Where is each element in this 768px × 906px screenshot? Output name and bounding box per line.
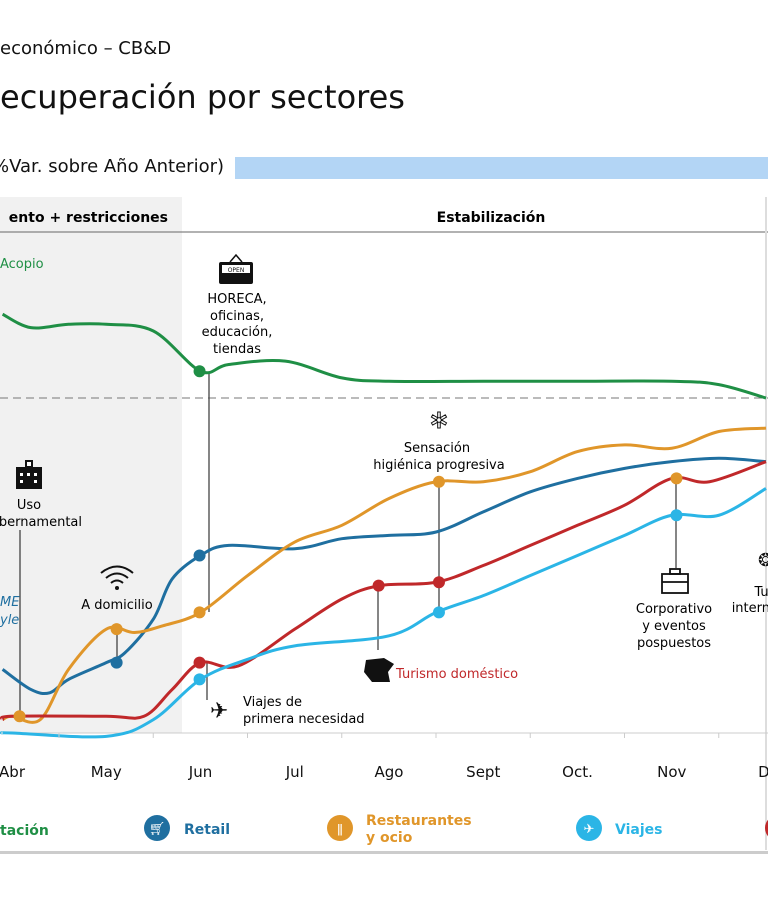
- legend-bottom-shadow: [0, 851, 768, 854]
- cart-icon: [144, 815, 170, 841]
- legend-turismo-icon: [765, 819, 768, 837]
- x-tick-label: Jun: [188, 763, 212, 781]
- x-tick-label: Oct.: [562, 763, 593, 781]
- series-line-viajes: [0, 487, 767, 739]
- legend-item-retail: 🛒︎ Retail: [144, 815, 230, 841]
- annotation-horeca-4: tiendas: [213, 342, 261, 357]
- annotation-turismo-domestico: Turismo doméstico: [395, 667, 518, 682]
- legend-label-restaurantes-2: y ocio: [366, 830, 413, 846]
- open-sign-icon: OPEN: [219, 253, 253, 284]
- svg-text:✈: ✈: [584, 822, 595, 837]
- annotation-home-2: yle: [0, 613, 19, 628]
- legend-label-retail: Retail: [184, 822, 230, 838]
- data-point-marker: [432, 606, 445, 619]
- page-title: ecuperación por sectores: [0, 78, 405, 116]
- hospital-icon: [16, 460, 42, 489]
- data-point-marker: [670, 472, 683, 485]
- x-tick-label: Ago: [375, 763, 404, 781]
- data-point-marker: [432, 475, 445, 488]
- annotation-turismo-int-1: Tur: [753, 585, 768, 600]
- wifi-icon: [100, 565, 134, 590]
- legend-label-restaurantes: Restaurantes: [366, 813, 472, 829]
- series-line-turismo: [0, 460, 767, 722]
- data-point-marker: [193, 365, 206, 378]
- annotation-horeca-1: HORECA,: [207, 292, 266, 307]
- x-tick-label: May: [91, 763, 122, 781]
- legend-item-viajes: ✈ Viajes: [576, 815, 662, 841]
- series-line-retail: [1, 456, 767, 696]
- x-tick-labels: Abr May Jun Jul Ago Sept Oct. Nov Di: [0, 733, 768, 781]
- data-point-marker: [110, 656, 123, 669]
- data-point-marker: [110, 623, 123, 636]
- annotation-higienica-1: Sensación: [404, 441, 470, 456]
- x-tick-label: Sept: [466, 763, 500, 781]
- report-kicker: económico – CB&D: [0, 38, 172, 59]
- annotation-domicilio: A domicilio: [81, 598, 152, 613]
- briefcase-icon: [661, 568, 689, 594]
- marker-layer: [13, 365, 683, 723]
- hygiene-icon: ✲: [430, 409, 448, 434]
- annotation-corporativo-1: Corporativo: [636, 602, 712, 617]
- spain-map-icon: [364, 658, 394, 682]
- chart-subtitle: %Var. sobre Año Anterior): [0, 156, 225, 177]
- x-tick-label: Di: [758, 763, 768, 781]
- annotation-uso-2: bernamental: [0, 515, 82, 530]
- svg-text:🛒︎: 🛒︎: [149, 821, 166, 837]
- annotation-acopio: Acopio: [0, 257, 44, 272]
- series-line-alimentacion: [1, 312, 767, 400]
- annotation-viajes-2: primera necesidad: [243, 712, 365, 727]
- annotation-home-1: ME: [0, 595, 20, 610]
- phase-stabilization-label: Estabilización: [437, 210, 546, 226]
- legend-label-viajes: Viajes: [615, 822, 662, 838]
- series-layer: [0, 312, 767, 739]
- annotation-corporativo-2: y eventos: [642, 619, 706, 634]
- annotation-uso-1: Uso: [17, 498, 41, 513]
- annotation-horeca-2: oficinas,: [210, 309, 264, 324]
- data-point-marker: [432, 576, 445, 589]
- data-point-marker: [193, 549, 206, 562]
- legend-item-restaurantes: ǁ Restaurantes y ocio: [327, 813, 472, 846]
- plane-icon: [576, 815, 602, 841]
- x-tick-label: Abr: [0, 763, 26, 781]
- legend-label-alimentacion: tación: [0, 823, 49, 839]
- cutlery-icon: [327, 815, 353, 841]
- data-point-marker: [193, 656, 206, 669]
- legend: tación 🛒︎ Retail ǁ Restaurantes y ocio ✈…: [0, 813, 768, 846]
- highlight-bar: [235, 157, 768, 179]
- annotation-stems: [19, 372, 677, 716]
- data-point-marker: [372, 579, 385, 592]
- data-point-marker: [670, 509, 683, 522]
- annotation-corporativo-3: pospuestos: [637, 636, 711, 651]
- annotation-viajes-1: Viajes de: [243, 695, 302, 710]
- x-tick-label: Nov: [657, 763, 686, 781]
- data-point-marker: [13, 710, 26, 723]
- svg-text:ǁ: ǁ: [337, 822, 343, 836]
- data-point-marker: [193, 673, 206, 686]
- svg-text:OPEN: OPEN: [228, 267, 245, 274]
- airplane-icon: ✈: [210, 699, 228, 724]
- annotation-horeca-3: educación,: [202, 325, 273, 340]
- series-line-restaurantes: [1, 426, 767, 724]
- globe-icon: ❂: [758, 550, 768, 571]
- data-point-marker: [193, 606, 206, 619]
- x-tick-label: Jul: [285, 763, 304, 781]
- annotation-turismo-int-2: intern: [732, 601, 768, 616]
- phase-lockdown-label: ento + restricciones: [9, 210, 168, 226]
- annotation-higienica-2: higiénica progresiva: [373, 458, 504, 473]
